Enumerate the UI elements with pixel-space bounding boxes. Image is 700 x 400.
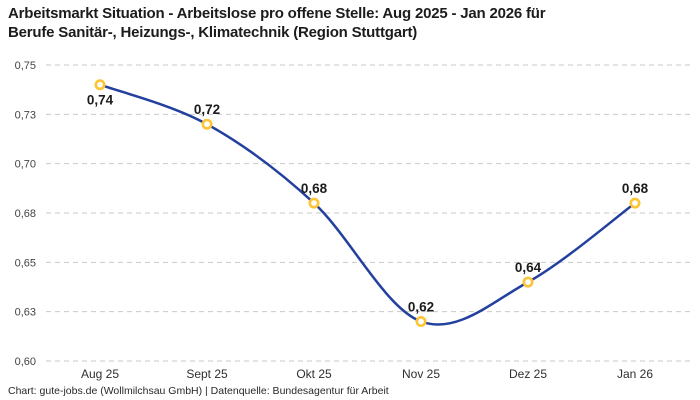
x-axis-label: Dez 25 bbox=[509, 367, 547, 381]
x-axis-label: Aug 25 bbox=[81, 367, 119, 381]
x-axis-label: Okt 25 bbox=[296, 367, 332, 381]
data-point-label: 0,68 bbox=[622, 181, 649, 196]
data-point-label: 0,72 bbox=[194, 102, 220, 117]
y-axis-tick-label: 0,73 bbox=[15, 109, 36, 121]
y-axis-tick-label: 0,68 bbox=[15, 208, 36, 220]
data-point-label: 0,68 bbox=[301, 181, 328, 196]
x-axis-label: Sept 25 bbox=[186, 367, 228, 381]
y-axis-tick-label: 0,75 bbox=[15, 60, 36, 72]
x-axis-label: Nov 25 bbox=[402, 367, 440, 381]
y-axis-tick-label: 0,70 bbox=[15, 159, 36, 171]
data-point-label: 0,62 bbox=[408, 300, 434, 315]
data-point-marker[interactable] bbox=[308, 197, 320, 209]
chart-source-credit: Chart: gute-jobs.de (Wollmilchsau GmbH) … bbox=[8, 385, 389, 397]
trend-line bbox=[98, 83, 637, 326]
data-point-marker[interactable] bbox=[415, 316, 427, 328]
y-axis-tick-label: 0,63 bbox=[15, 307, 36, 319]
data-point-marker[interactable] bbox=[201, 118, 213, 130]
data-point-label: 0,74 bbox=[87, 93, 114, 108]
data-point-marker[interactable] bbox=[94, 79, 106, 91]
x-axis-label: Jan 26 bbox=[617, 367, 653, 381]
y-axis-tick-label: 0,65 bbox=[15, 257, 36, 269]
data-point-label: 0,64 bbox=[515, 260, 542, 275]
chart-title: Arbeitsmarkt Situation - Arbeitslose pro… bbox=[8, 5, 546, 41]
y-axis-tick-label: 0,60 bbox=[15, 356, 36, 368]
data-point-marker[interactable] bbox=[629, 197, 641, 209]
data-point-marker[interactable] bbox=[522, 276, 534, 288]
